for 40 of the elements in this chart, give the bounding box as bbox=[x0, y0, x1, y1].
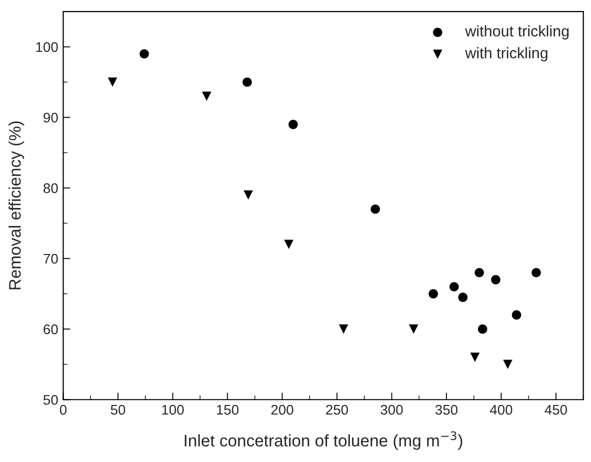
point bbox=[288, 120, 298, 130]
legend-label: with trickling bbox=[465, 47, 548, 62]
x-tick-label: 50 bbox=[110, 404, 126, 415]
point bbox=[428, 289, 438, 298]
point bbox=[242, 77, 252, 87]
y-tick-label: 90 bbox=[44, 112, 58, 123]
point bbox=[503, 360, 512, 370]
point bbox=[478, 324, 488, 334]
x-tick-label: 450 bbox=[544, 404, 567, 415]
point bbox=[202, 92, 212, 101]
y-tick-label: 100 bbox=[36, 42, 58, 52]
x-tick-label: 150 bbox=[216, 404, 239, 415]
point bbox=[449, 282, 459, 292]
point bbox=[370, 204, 380, 214]
point bbox=[470, 352, 480, 362]
point bbox=[532, 268, 541, 278]
point bbox=[244, 190, 253, 200]
point bbox=[108, 77, 118, 87]
x-tick-label: 350 bbox=[435, 404, 458, 415]
point bbox=[458, 292, 468, 302]
y-tick-label: 60 bbox=[44, 324, 58, 334]
x-tick-label: 0 bbox=[60, 404, 67, 415]
y-tick-label: 70 bbox=[44, 254, 58, 264]
x-tick-label: 250 bbox=[326, 404, 348, 415]
point bbox=[512, 310, 522, 320]
y-tick-label: 50 bbox=[43, 394, 58, 405]
y-tick-label: 80 bbox=[44, 183, 58, 194]
legend-label: without trickling bbox=[465, 25, 569, 40]
point bbox=[408, 324, 418, 334]
y-axis-title: Removal efficiency (%) bbox=[8, 122, 24, 290]
point bbox=[338, 324, 348, 334]
x-tick-label: 200 bbox=[271, 404, 294, 415]
point bbox=[140, 49, 149, 59]
point bbox=[284, 240, 294, 250]
x-tick-label: 400 bbox=[490, 404, 512, 415]
x-tick-label: 100 bbox=[162, 404, 184, 415]
x-axis-title: Inlet concetration of toluene (mg m$^{−3}$) bbox=[184, 431, 462, 450]
point bbox=[491, 275, 500, 284]
x-tick-label: 300 bbox=[380, 404, 403, 415]
point bbox=[474, 268, 484, 278]
